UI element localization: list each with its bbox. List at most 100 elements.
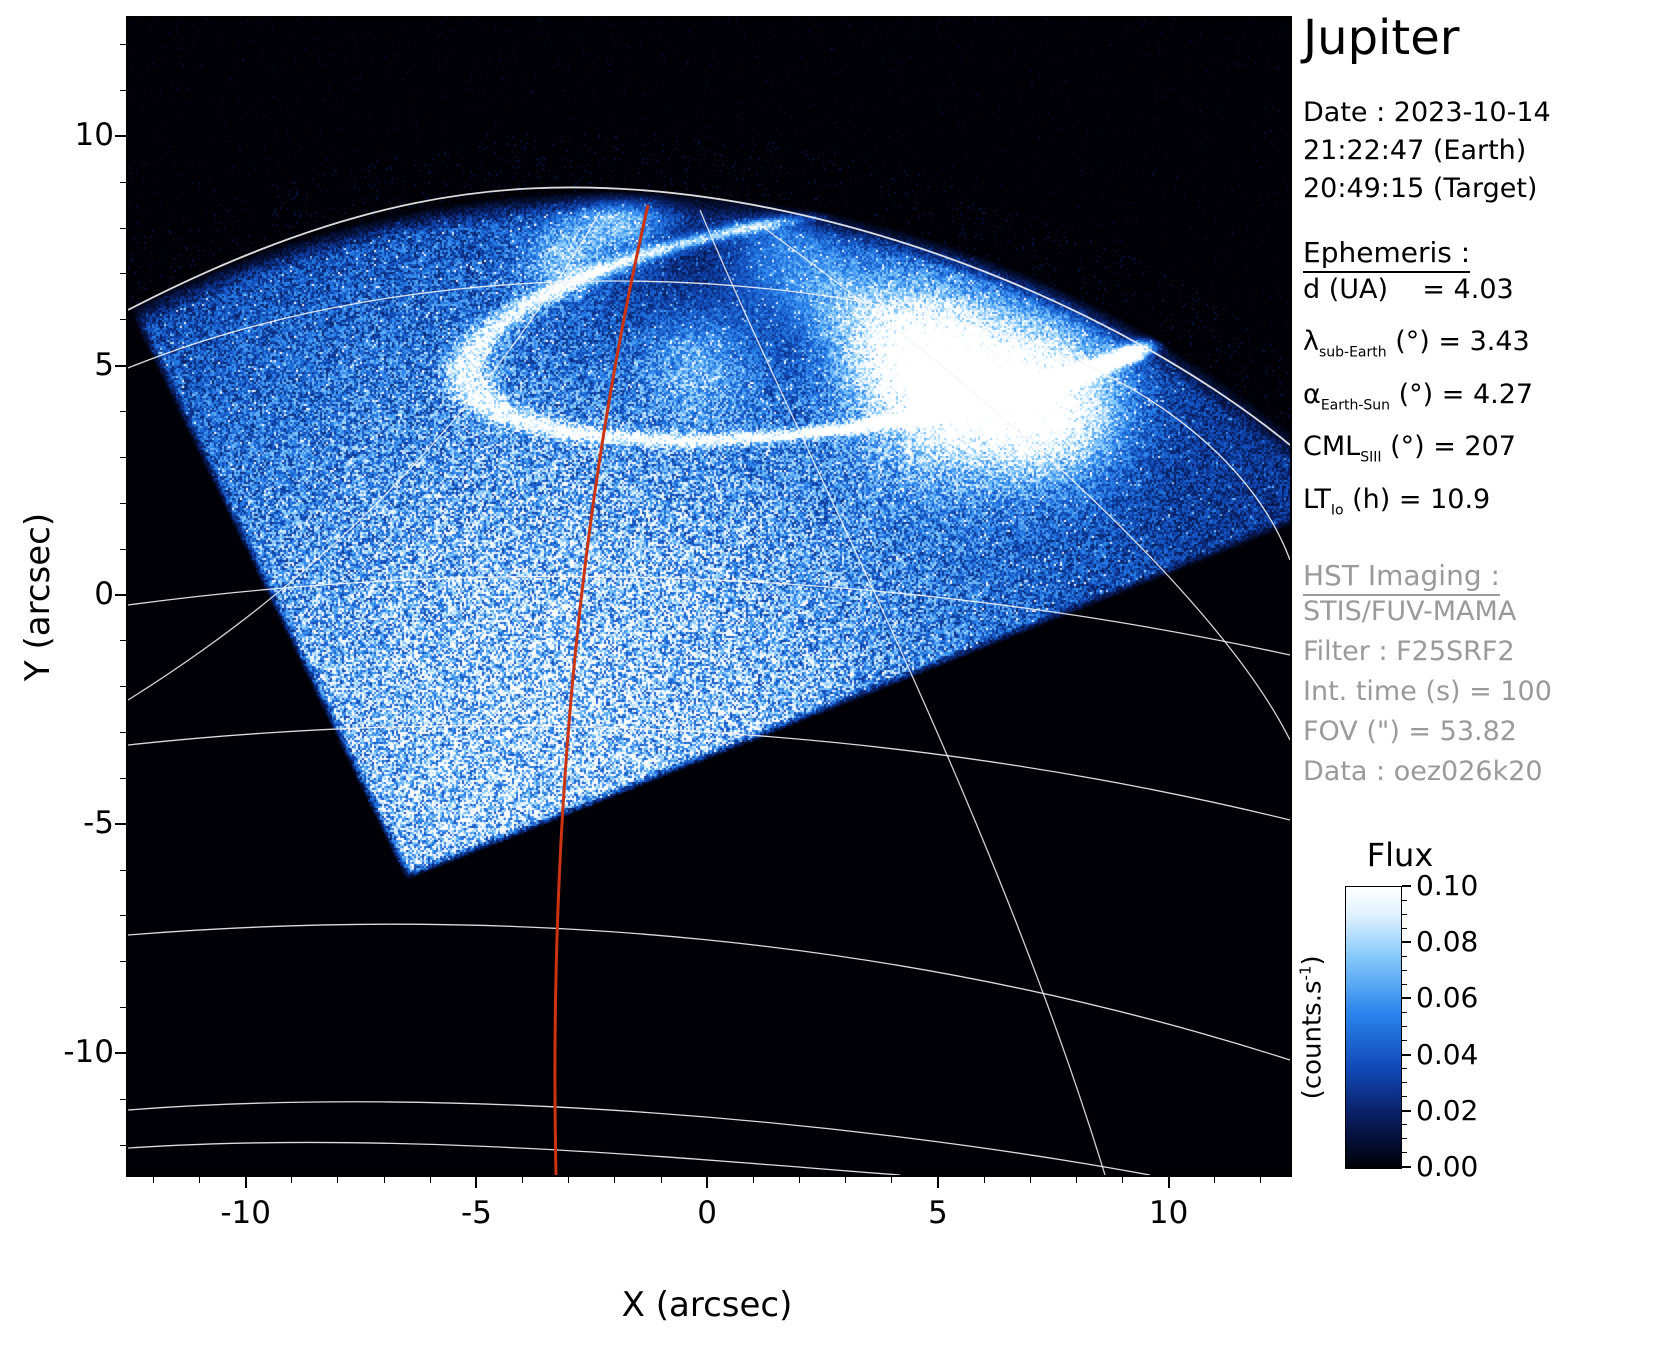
x-minor-tick [1076,1177,1077,1183]
ephemeris-subscript: sub-Earth [1319,345,1387,361]
time-earth-line: 21:22:47 (Earth) [1303,132,1673,170]
colorbar-major-tick [1402,885,1411,887]
y-minor-tick [120,90,126,91]
ephemeris-line-alpha: αEarth-Sun (°) = 4.27 [1303,374,1673,426]
time-target-line: 20:49:15 (Target) [1303,170,1673,208]
meridian-line [760,225,1290,740]
colorbar-minor-tick [1402,956,1407,957]
y-minor-tick [120,961,126,962]
graticule-overlay [128,18,1290,1175]
colorbar-minor-tick [1402,900,1407,901]
colorbar-major-tick [1402,941,1411,943]
x-major-tick [1168,1177,1170,1188]
colorbar-minor-tick [1402,1012,1407,1013]
ephemeris-value: (°) = 3.43 [1387,326,1530,357]
y-tick-label: 5 [6,347,114,383]
y-minor-tick [120,1099,126,1100]
y-minor-tick [120,778,126,779]
colorbar-major-tick [1402,1110,1411,1112]
x-minor-tick [430,1177,431,1183]
y-minor-tick [120,1007,126,1008]
y-major-tick [115,135,126,137]
y-minor-tick [120,411,126,412]
colorbar-unit-pre: (counts.s [1297,980,1327,1099]
colorbar-minor-tick [1402,1138,1407,1139]
x-minor-tick [337,1177,338,1183]
y-major-tick [115,594,126,596]
ephemeris-line-cml: CMLSIII (°) = 207 [1303,426,1673,478]
y-minor-tick [120,915,126,916]
x-minor-tick [1214,1177,1215,1183]
colorbar-major-tick [1402,1054,1411,1056]
ephemeris-value: (h) = 10.9 [1344,484,1491,515]
ephemeris-subscript: Earth-Sun [1321,397,1390,413]
hst-int-time: Int. time (s) = 100 [1303,672,1673,712]
plot-area [128,18,1290,1175]
y-minor-tick [120,640,126,641]
y-minor-tick [120,870,126,871]
x-major-tick [475,1177,477,1188]
colorbar-major-tick [1402,997,1411,999]
colorbar-minor-tick [1402,984,1407,985]
target-title: Jupiter [1303,10,1673,66]
planet-limb-line [128,187,1290,445]
ephemeris-value: (°) = 207 [1381,431,1515,462]
ephemeris-line-d: d (UA) = 4.03 [1303,269,1673,321]
ephemeris-symbol: LT [1303,484,1331,515]
colorbar-unit: (counts.s-1) [1297,907,1328,1147]
x-minor-tick [153,1177,154,1183]
latitude-line [128,576,1290,655]
y-tick-label: -5 [6,805,114,841]
colorbar-minor-tick [1402,1152,1407,1153]
x-tick-label: -5 [431,1195,521,1231]
hst-heading: HST Imaging : [1303,559,1673,592]
x-minor-tick [1260,1177,1261,1183]
ephemeris-subscript: Io [1331,502,1344,518]
colorbar-unit-post: ) [1297,955,1327,965]
latitude-line [128,726,1290,820]
y-minor-tick [120,228,126,229]
y-minor-tick [120,273,126,274]
x-minor-tick [1030,1177,1031,1183]
colorbar-tick-label: 0.02 [1416,1094,1526,1127]
y-tick-label: 10 [6,117,114,153]
colorbar-minor-tick [1402,1096,1407,1097]
y-minor-tick [120,1145,126,1146]
meridian-line [700,210,1105,1175]
x-axis-label: X (arcsec) [557,1285,857,1325]
y-minor-tick [120,182,126,183]
ephemeris-symbol: CML [1303,431,1360,462]
y-axis-label: Y (arcsec) [18,447,58,747]
ephemeris-symbol: d [1303,274,1320,305]
y-major-tick [115,823,126,825]
colorbar-minor-tick [1402,914,1407,915]
y-major-tick [115,365,126,367]
y-minor-tick [120,686,126,687]
ephemeris-heading: Ephemeris : [1303,236,1673,269]
colorbar-tick-label: 0.04 [1416,1038,1526,1071]
hst-fov: FOV (") = 53.82 [1303,712,1673,752]
x-minor-tick [753,1177,754,1183]
hst-data-id: Data : oez026k20 [1303,752,1673,792]
latitude-line [128,1142,900,1175]
colorbar-tick-label: 0.08 [1416,925,1526,958]
x-major-tick [937,1177,939,1188]
colorbar-minor-tick [1402,970,1407,971]
x-minor-tick [799,1177,800,1183]
y-minor-tick [120,549,126,550]
latitude-line [128,281,1290,560]
x-major-tick [245,1177,247,1188]
colorbar-unit-exponent: -1 [1297,966,1315,981]
y-minor-tick [120,457,126,458]
meridian-line [128,212,600,700]
cml-meridian-line [555,205,648,1175]
ephemeris-symbol: α [1303,379,1321,410]
colorbar-tick-label: 0.00 [1416,1150,1526,1183]
x-minor-tick [384,1177,385,1183]
ephemeris-value: (°) = 4.27 [1390,379,1533,410]
colorbar-minor-tick [1402,1068,1407,1069]
x-tick-label: -10 [201,1195,291,1231]
hst-filter: Filter : F25SRF2 [1303,632,1673,672]
colorbar-minor-tick [1402,1124,1407,1125]
x-tick-label: 5 [893,1195,983,1231]
